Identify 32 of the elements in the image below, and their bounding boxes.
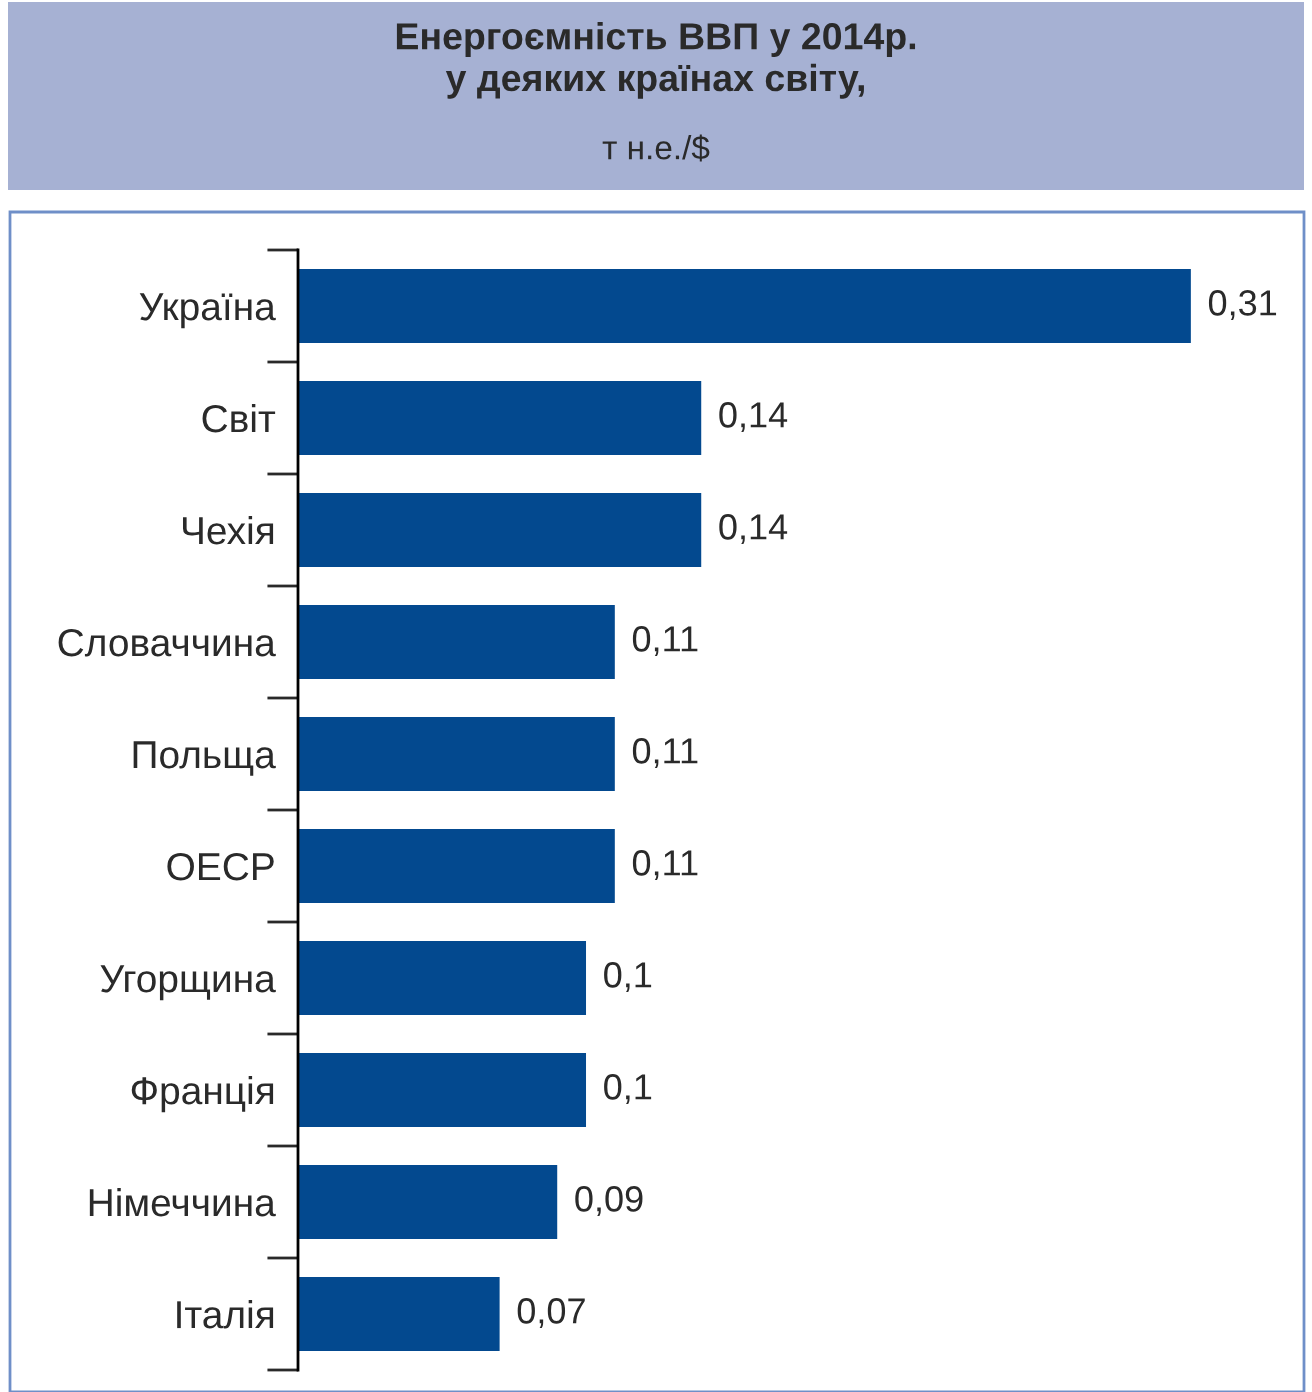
y-tick-label: Чехія: [183, 515, 274, 545]
data-label: 0,14: [719, 402, 788, 432]
data-label: 0,1: [604, 962, 652, 992]
y-tick-label: Франція: [131, 1075, 274, 1113]
bar: [298, 605, 615, 679]
y-tick-label: Італія: [177, 1299, 274, 1329]
data-label: 0,11: [632, 626, 698, 656]
bar: [298, 269, 1191, 343]
data-label: 0,14: [719, 514, 788, 544]
data-label: 0,07: [517, 1298, 585, 1328]
data-label: 0,1: [604, 1074, 652, 1104]
data-label: 0,11: [632, 850, 698, 880]
bar: [298, 1277, 500, 1351]
y-tick-label: Світ: [202, 403, 276, 433]
y-tick-label: Угорщина: [100, 965, 276, 1001]
data-label: 0,09: [575, 1186, 643, 1216]
y-tick-label: Німеччина: [89, 1187, 276, 1217]
chart-title: Енергоємність ВВП у 2014р. у деяких країнах світу,: [396, 22, 916, 99]
bar: [298, 493, 702, 567]
data-label: 0,11: [632, 738, 698, 768]
y-tick-label: Польща: [133, 741, 276, 776]
y-tick-label: Україна: [139, 293, 276, 329]
bar: [298, 717, 615, 791]
chart-subtitle: т н.е./$: [602, 134, 710, 162]
bar: [298, 941, 587, 1015]
y-tick-label: Словаччина: [58, 628, 276, 657]
y-tick-label: ОЕСР: [167, 852, 274, 881]
bar: [298, 1165, 558, 1239]
data-label: 0,31: [1208, 290, 1277, 320]
bar: [298, 381, 702, 455]
bar: [298, 829, 615, 903]
bar: [298, 1053, 587, 1127]
